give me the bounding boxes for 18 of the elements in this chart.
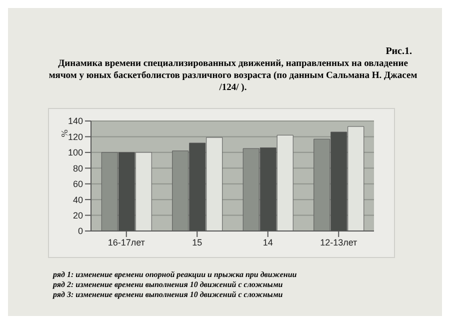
y-tick-label: 120 [68,132,83,142]
x-tick-label: 15 [192,237,202,248]
x-tick-label: 12-13лет [320,237,358,248]
y-axis-title: % [59,129,70,137]
y-tick-label: 140 [68,116,83,126]
text: ряд 3: изменение времени выполнения 10 движений с сложными [53,290,284,300]
y-tick-label: 20 [72,210,83,220]
x-tick-label: 16-17лет [108,237,145,248]
y-tick-label: 60 [72,179,83,190]
y-tick-label: 100 [68,148,83,158]
y-tick-label: 80 [72,163,83,174]
text: Рис.1. [386,46,412,57]
y-tick-label: 40 [72,194,83,205]
chart-title: Динамика времени специализированных движений, направленных на овладение мячом у юных баскетболистов различного возраста (по данным Сальмана Н. Джасем /124/ ). [48,58,418,94]
y-tick-label: 0 [78,226,83,236]
x-tick-label: 14 [262,237,273,248]
text: ряд 2: изменение времени выполнения 10 движений с сложными [53,280,284,290]
text: ряд 1: изменение времени опорной реакции и прыжка при движении [53,270,297,280]
